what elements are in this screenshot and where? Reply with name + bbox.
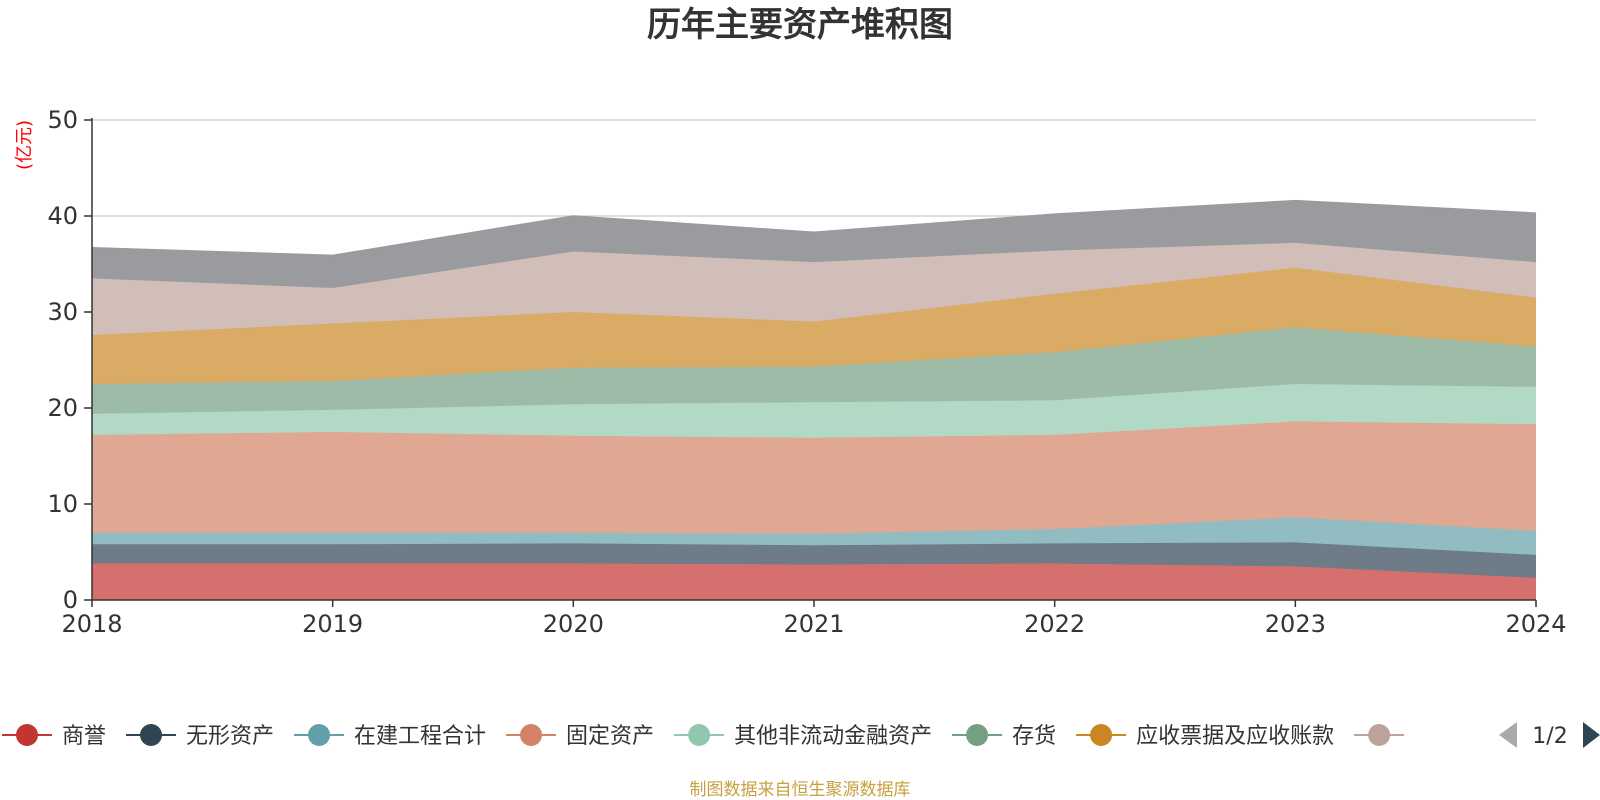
legend-item-2[interactable]: 无形资产 — [126, 724, 274, 749]
legend-marker-icon — [1090, 724, 1113, 746]
area-series-7 — [92, 267, 1536, 384]
legend-item-6[interactable]: 存货 — [952, 724, 1056, 749]
x-tick-label: 2023 — [1265, 610, 1326, 638]
legend-marker-icon — [688, 724, 711, 746]
area-series — [91, 199, 1537, 600]
y-axis-unit: (亿元) — [14, 120, 35, 170]
legend-label: 存货 — [1012, 724, 1056, 749]
legend-item-1[interactable]: 商誉 — [2, 724, 106, 749]
legend-item-3[interactable]: 在建工程合计 — [294, 724, 486, 749]
y-tick-label: 0 — [63, 586, 78, 614]
legend-label: 固定资产 — [566, 724, 654, 749]
area-series-3 — [92, 517, 1536, 555]
x-tick-label: 2022 — [1024, 610, 1085, 638]
x-tick-label: 2018 — [61, 610, 122, 638]
legend-marker-icon — [966, 724, 989, 746]
legend-label: 商誉 — [62, 724, 106, 749]
x-tick-label: 2024 — [1505, 610, 1566, 638]
area-series-4 — [92, 421, 1536, 534]
legend-item-7[interactable]: 应收票据及应收账款 — [1076, 724, 1334, 749]
y-tick-label: 50 — [47, 106, 78, 134]
legend-marker-icon — [308, 724, 331, 746]
legend-label: 应收票据及应收账款 — [1136, 724, 1334, 749]
legend-label: 无形资产 — [186, 724, 274, 749]
legend-marker-icon — [1368, 724, 1391, 746]
axes: 0 10 20 30 40 50 2018 2019 2020 2021 2022 2023 2024 — [47, 106, 1566, 638]
x-tick-label: 2019 — [302, 610, 363, 638]
y-tick-label: 20 — [47, 394, 78, 422]
chart-title: 历年主要资产堆积图 — [647, 5, 953, 45]
legend-marker-icon — [140, 724, 163, 746]
legend-next-page-icon[interactable] — [1583, 722, 1600, 748]
area-series-2 — [92, 542, 1536, 578]
legend-prev-page-icon[interactable] — [1499, 722, 1517, 748]
y-tick-label: 30 — [47, 298, 78, 326]
legend-label: 在建工程合计 — [354, 724, 486, 749]
legend-item-5[interactable]: 其他非流动金融资产 — [674, 724, 932, 749]
series-line-9 — [91, 199, 1537, 257]
area-series-8 — [92, 242, 1536, 335]
legend: 商誉 无形资产 在建工程合计 固定资产 其他非流动金融资产 存货 应收票据及应收账款 1/2 — [2, 722, 1600, 749]
area-series-5 — [92, 384, 1536, 438]
x-tick-label: 2020 — [543, 610, 604, 638]
y-tick-label: 40 — [47, 202, 78, 230]
source-note: 制图数据来自恒生聚源数据库 — [690, 780, 911, 800]
legend-item-8[interactable] — [1354, 724, 1405, 746]
legend-marker-icon — [16, 724, 38, 746]
x-tick-label: 2021 — [783, 610, 844, 638]
legend-item-4[interactable]: 固定资产 — [506, 724, 654, 749]
legend-marker-icon — [520, 724, 543, 746]
legend-page-indicator: 1/2 — [1532, 724, 1567, 749]
y-tick-label: 10 — [47, 490, 78, 518]
area-series-6 — [92, 327, 1536, 414]
legend-label: 其他非流动金融资产 — [734, 724, 932, 749]
area-series-9 — [92, 200, 1536, 288]
area-series-1 — [92, 563, 1536, 600]
